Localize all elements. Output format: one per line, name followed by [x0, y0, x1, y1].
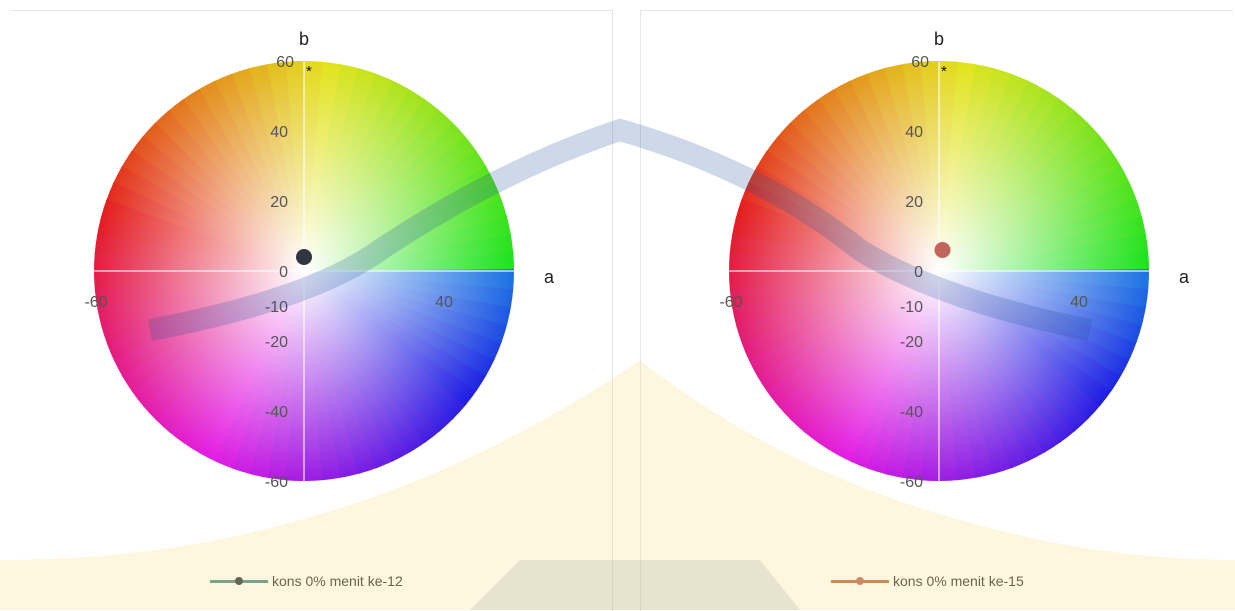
- y-tick-label: 20: [905, 194, 923, 211]
- data-point: [934, 242, 951, 258]
- chart-panel-right: 60 40 20 0 -10 -20 -40 -60 -60 40 b a * kons 0% meni…: [640, 10, 1233, 611]
- y-tick-label: -10: [900, 299, 923, 316]
- x-tick-label: -60: [719, 294, 742, 311]
- y-tick-label: -20: [265, 334, 288, 351]
- asterisk-label: *: [941, 63, 947, 80]
- legend-label: kons 0% menit ke-15: [893, 573, 1024, 589]
- x-tick-label: 40: [435, 294, 453, 311]
- a-axis-label: a: [544, 267, 555, 287]
- color-wheel-chart-left: 60 40 20 0 -10 -20 -40 -60 -60 40 b a *: [84, 29, 555, 491]
- y-tick-label: 60: [276, 54, 294, 71]
- y-tick-label: 60: [911, 54, 929, 71]
- a-axis-label: a: [1179, 267, 1190, 287]
- legend-label: kons 0% menit ke-12: [272, 573, 403, 589]
- y-tick-label: -10: [265, 299, 288, 316]
- y-tick-label: 0: [279, 264, 288, 281]
- y-tick-label: -40: [900, 404, 923, 421]
- asterisk-label: *: [306, 63, 312, 80]
- y-tick-label: 20: [270, 194, 288, 211]
- data-point: [296, 249, 312, 265]
- b-axis-label: b: [934, 29, 944, 49]
- legend-marker-icon: [831, 576, 889, 586]
- legend-left: kons 0% menit ke-12: [210, 573, 403, 589]
- y-tick-label: -60: [900, 474, 923, 491]
- legend-marker-icon: [210, 576, 268, 586]
- y-tick-label: -60: [265, 474, 288, 491]
- b-axis-label: b: [299, 29, 309, 49]
- legend-right: kons 0% menit ke-15: [831, 573, 1024, 589]
- y-tick-label: 40: [905, 124, 923, 141]
- chart-panel-left: 60 40 20 0 -10 -20 -40 -60 -60 40 b a * kons 0% meni…: [10, 10, 613, 611]
- x-tick-label: -60: [84, 294, 107, 311]
- y-tick-label: -40: [265, 404, 288, 421]
- x-tick-label: 40: [1070, 294, 1088, 311]
- color-wheel-chart-right: 60 40 20 0 -10 -20 -40 -60 -60 40 b a *: [719, 29, 1190, 491]
- y-tick-label: 40: [270, 124, 288, 141]
- y-tick-label: 0: [914, 264, 923, 281]
- y-tick-label: -20: [900, 334, 923, 351]
